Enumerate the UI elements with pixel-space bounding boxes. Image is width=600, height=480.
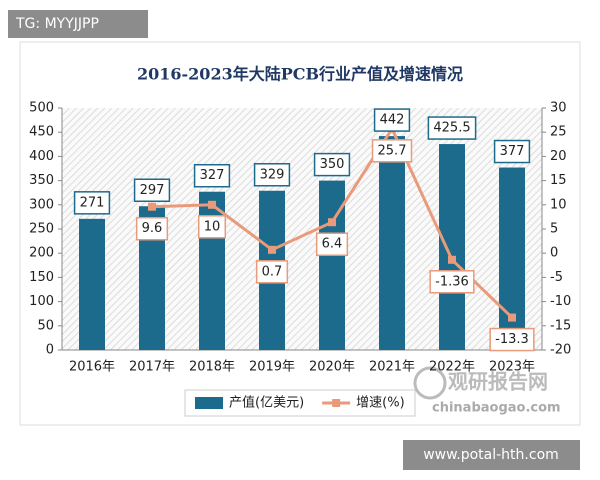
data-label-box: [197, 215, 227, 239]
legend-swatch: [332, 399, 341, 407]
legend-label: 增速(%): [356, 396, 405, 411]
y-tick-label: 50: [37, 318, 54, 333]
y-tick-label: 500: [29, 101, 54, 116]
data-label: 327: [200, 168, 225, 183]
data-label-box: [371, 139, 413, 163]
line-marker: [208, 200, 216, 209]
data-label: 425.5: [433, 121, 470, 136]
data-label-box: [315, 232, 349, 256]
line-marker: [148, 202, 156, 211]
bar: [439, 144, 465, 350]
data-label: 350: [320, 157, 345, 172]
watermark-text: TG: MYYJJPP: [15, 16, 99, 32]
x-tick-label: 2018年: [189, 360, 235, 375]
data-label: 271: [80, 195, 105, 210]
chart-title: 2016-2023年大陆PCB行业产值及增速情况: [137, 65, 463, 84]
data-label-box: [427, 116, 477, 140]
data-label: -13.3: [495, 332, 529, 347]
y2-tick-label: 30: [550, 101, 567, 116]
y2-tick-label: 25: [550, 125, 567, 140]
plot-area: [62, 108, 542, 350]
y2-tick-label: 0: [550, 246, 558, 261]
data-label-box: [255, 260, 289, 284]
x-tick-label: 2016年: [69, 360, 115, 375]
data-label-box: [489, 327, 535, 352]
data-label-box: [253, 163, 291, 187]
data-label: 10: [204, 219, 221, 234]
data-label: 442: [380, 113, 405, 128]
data-label: 0.7: [262, 264, 283, 279]
y-tick-label: 300: [29, 197, 54, 212]
y-tick-label: 100: [29, 294, 54, 309]
data-label: 377: [500, 144, 525, 159]
data-label: 9.6: [142, 221, 163, 236]
y2-tick-label: -5: [550, 270, 563, 285]
y-tick-label: 250: [29, 222, 54, 237]
legend-label: 产值(亿美元): [229, 395, 304, 411]
y-tick-label: 200: [29, 246, 54, 261]
line-marker: [448, 255, 456, 264]
line-marker: [268, 245, 276, 254]
data-label-box: [373, 108, 411, 132]
y2-tick-label: -20: [550, 343, 571, 358]
data-label: 329: [260, 167, 285, 182]
data-label-box: [73, 191, 111, 215]
x-tick-label: 2022年: [429, 360, 475, 375]
y2-tick-label: 5: [550, 222, 558, 237]
bar: [379, 136, 405, 350]
data-label-box: [193, 163, 231, 188]
data-label-box: [135, 216, 169, 241]
y-tick-label: 150: [29, 270, 54, 285]
x-tick-label: 2023年: [489, 360, 535, 375]
watermark-box: [403, 440, 580, 470]
bar: [499, 167, 525, 350]
brand-url: chinabaogao.com: [432, 401, 561, 416]
data-label-box: [313, 152, 351, 177]
watermark-box: [8, 10, 148, 38]
x-tick-label: 2020年: [309, 360, 355, 375]
y-tick-label: 450: [29, 125, 54, 140]
brand-logo: [413, 366, 447, 400]
data-label-box: [133, 178, 171, 203]
x-tick-label: 2021年: [369, 360, 415, 375]
legend-swatch: [195, 397, 223, 409]
line-marker: [508, 313, 516, 322]
brand-name: 观研报告网: [448, 370, 548, 394]
watermark-text: www.potal-hth.com: [423, 447, 559, 463]
legend-frame: [184, 389, 416, 417]
y-tick-label: 400: [29, 149, 54, 164]
y-tick-label: 350: [29, 173, 54, 188]
y2-tick-label: -15: [550, 318, 571, 333]
line-marker: [328, 218, 336, 227]
data-label: 297: [140, 183, 165, 198]
y2-tick-label: -10: [550, 294, 571, 309]
x-tick-label: 2017年: [129, 360, 175, 375]
data-label-box: [429, 270, 475, 294]
data-label: -1.36: [435, 274, 469, 289]
data-label: 6.4: [322, 237, 343, 252]
y-tick-label: 0: [46, 343, 54, 358]
data-label: 25.7: [378, 143, 407, 158]
y2-tick-label: 20: [550, 149, 567, 164]
data-label-box: [493, 139, 531, 164]
y2-tick-label: 10: [550, 197, 567, 212]
y2-tick-label: 15: [550, 173, 567, 188]
bar: [79, 218, 105, 350]
x-tick-label: 2019年: [249, 360, 295, 375]
